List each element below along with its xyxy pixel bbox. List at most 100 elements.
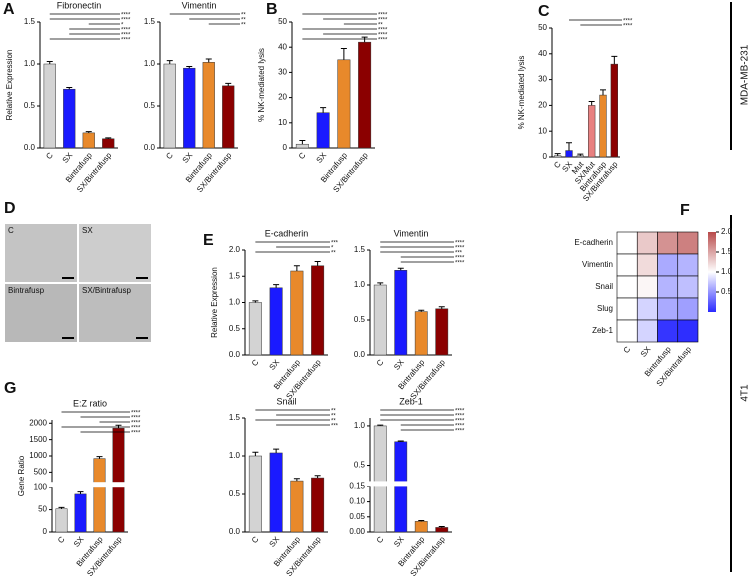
y-tick-label: 1.5 — [24, 17, 36, 26]
x-tick-label: C — [297, 151, 308, 161]
error-bar — [225, 82, 232, 86]
chart-title: Snail — [276, 396, 296, 406]
error-bar — [397, 267, 404, 271]
y-tick-label: 0.0 — [354, 350, 366, 359]
significance-label: **** — [121, 33, 131, 39]
panel-label: D — [4, 200, 16, 217]
heatmap-cell — [636, 231, 658, 255]
bar — [290, 480, 304, 533]
y-axis-label: % NK-mediated lysis — [257, 48, 266, 122]
panel-label: E — [203, 232, 214, 249]
micrograph — [5, 224, 77, 282]
bar — [202, 62, 215, 149]
y-tick-label: 1.0 — [354, 280, 366, 289]
bar — [394, 441, 408, 533]
y-axis-label: Relative Expression — [210, 267, 219, 338]
x-tick-label: SX — [181, 150, 195, 164]
error-bar — [46, 60, 53, 64]
chart-title: Zeb-1 — [399, 396, 423, 406]
error-bar — [577, 153, 584, 156]
y-tick-label: 1.0 — [24, 59, 36, 68]
bar — [435, 308, 449, 356]
significance-label: **** — [131, 431, 141, 437]
colorbar-tick-label: 2.0 — [721, 227, 733, 236]
heatmap-cell — [636, 319, 658, 343]
heatmap-cell — [677, 297, 699, 321]
row-label: Zeb-1 — [592, 326, 613, 335]
significance-label: * — [331, 246, 334, 252]
y-tick-label: 100 — [34, 482, 48, 491]
bar — [316, 112, 330, 149]
heatmap-cell — [657, 319, 679, 343]
error-bar — [600, 89, 606, 96]
bar — [373, 284, 387, 356]
bar — [102, 138, 115, 149]
significance-label: **** — [378, 33, 388, 39]
bar — [63, 88, 76, 149]
bar — [269, 287, 283, 356]
y-tick-label: 0.5 — [24, 101, 36, 110]
y-tick-label: 10 — [538, 126, 547, 135]
bar — [358, 41, 372, 149]
significance-label: **** — [121, 28, 131, 34]
significance-label: **** — [378, 13, 388, 19]
significance-label: **** — [121, 13, 131, 19]
column-label: C — [622, 345, 633, 355]
y-tick-label: 0 — [543, 152, 548, 161]
error-bar — [320, 107, 327, 113]
micrograph — [5, 284, 77, 342]
error-bar — [293, 478, 300, 482]
y-tick-label: 20 — [278, 93, 287, 102]
y-tick-label: 0.5 — [229, 489, 241, 498]
heatmap-cell — [616, 275, 638, 299]
significance-label: **** — [378, 18, 388, 24]
heatmap-cell — [616, 297, 638, 321]
chart-title: E-cadherin — [265, 228, 309, 238]
heatmap-cell — [636, 275, 658, 299]
x-tick-label: C — [375, 358, 386, 368]
significance-label: **** — [455, 414, 465, 420]
image-label: Bintrafusp — [8, 286, 45, 295]
y-tick-label: 1500 — [29, 435, 47, 444]
error-bar — [377, 282, 384, 285]
significance-label: ** — [331, 409, 336, 415]
y-tick-label: 0 — [43, 527, 48, 536]
x-tick-label: C — [552, 160, 563, 170]
y-tick-label: 1.0 — [354, 421, 366, 430]
y-tick-label: 50 — [278, 17, 287, 26]
significance-label: ** — [241, 18, 246, 24]
error-bar — [397, 440, 404, 442]
image-label: SX/Bintrafusp — [82, 286, 131, 295]
y-tick-label: 30 — [278, 68, 287, 77]
bar — [554, 155, 562, 158]
heatmap-cell — [677, 253, 699, 277]
chart-title: E:Z ratio — [73, 398, 107, 408]
error-bar — [66, 87, 73, 90]
significance-label: ** — [378, 23, 383, 29]
bar — [74, 493, 87, 533]
significance-label: ** — [241, 13, 246, 19]
y-tick-label: 0.5 — [354, 461, 366, 470]
x-tick-label: C — [375, 535, 386, 545]
heatmap-cell — [677, 319, 699, 343]
image-label: SX — [82, 226, 93, 235]
x-tick-label: C — [250, 358, 261, 368]
row-label: Snail — [595, 282, 613, 291]
chart-title: Fibronectin — [57, 0, 102, 10]
y-tick-label: 50 — [38, 505, 47, 514]
error-bar — [252, 300, 259, 303]
y-tick-label: 0.0 — [24, 143, 36, 152]
significance-label: ** — [331, 251, 336, 257]
bar — [93, 458, 106, 533]
significance-label: **** — [455, 419, 465, 425]
bar — [248, 455, 262, 533]
significance-label: **** — [131, 411, 141, 417]
error-bar — [166, 60, 173, 64]
cell-line-label: MDA-MB-231 — [740, 44, 751, 105]
bar — [337, 59, 351, 149]
significance-label: **** — [131, 421, 141, 427]
significance-label: **** — [121, 18, 131, 24]
significance-label: **** — [131, 416, 141, 422]
error-bar — [293, 265, 300, 271]
